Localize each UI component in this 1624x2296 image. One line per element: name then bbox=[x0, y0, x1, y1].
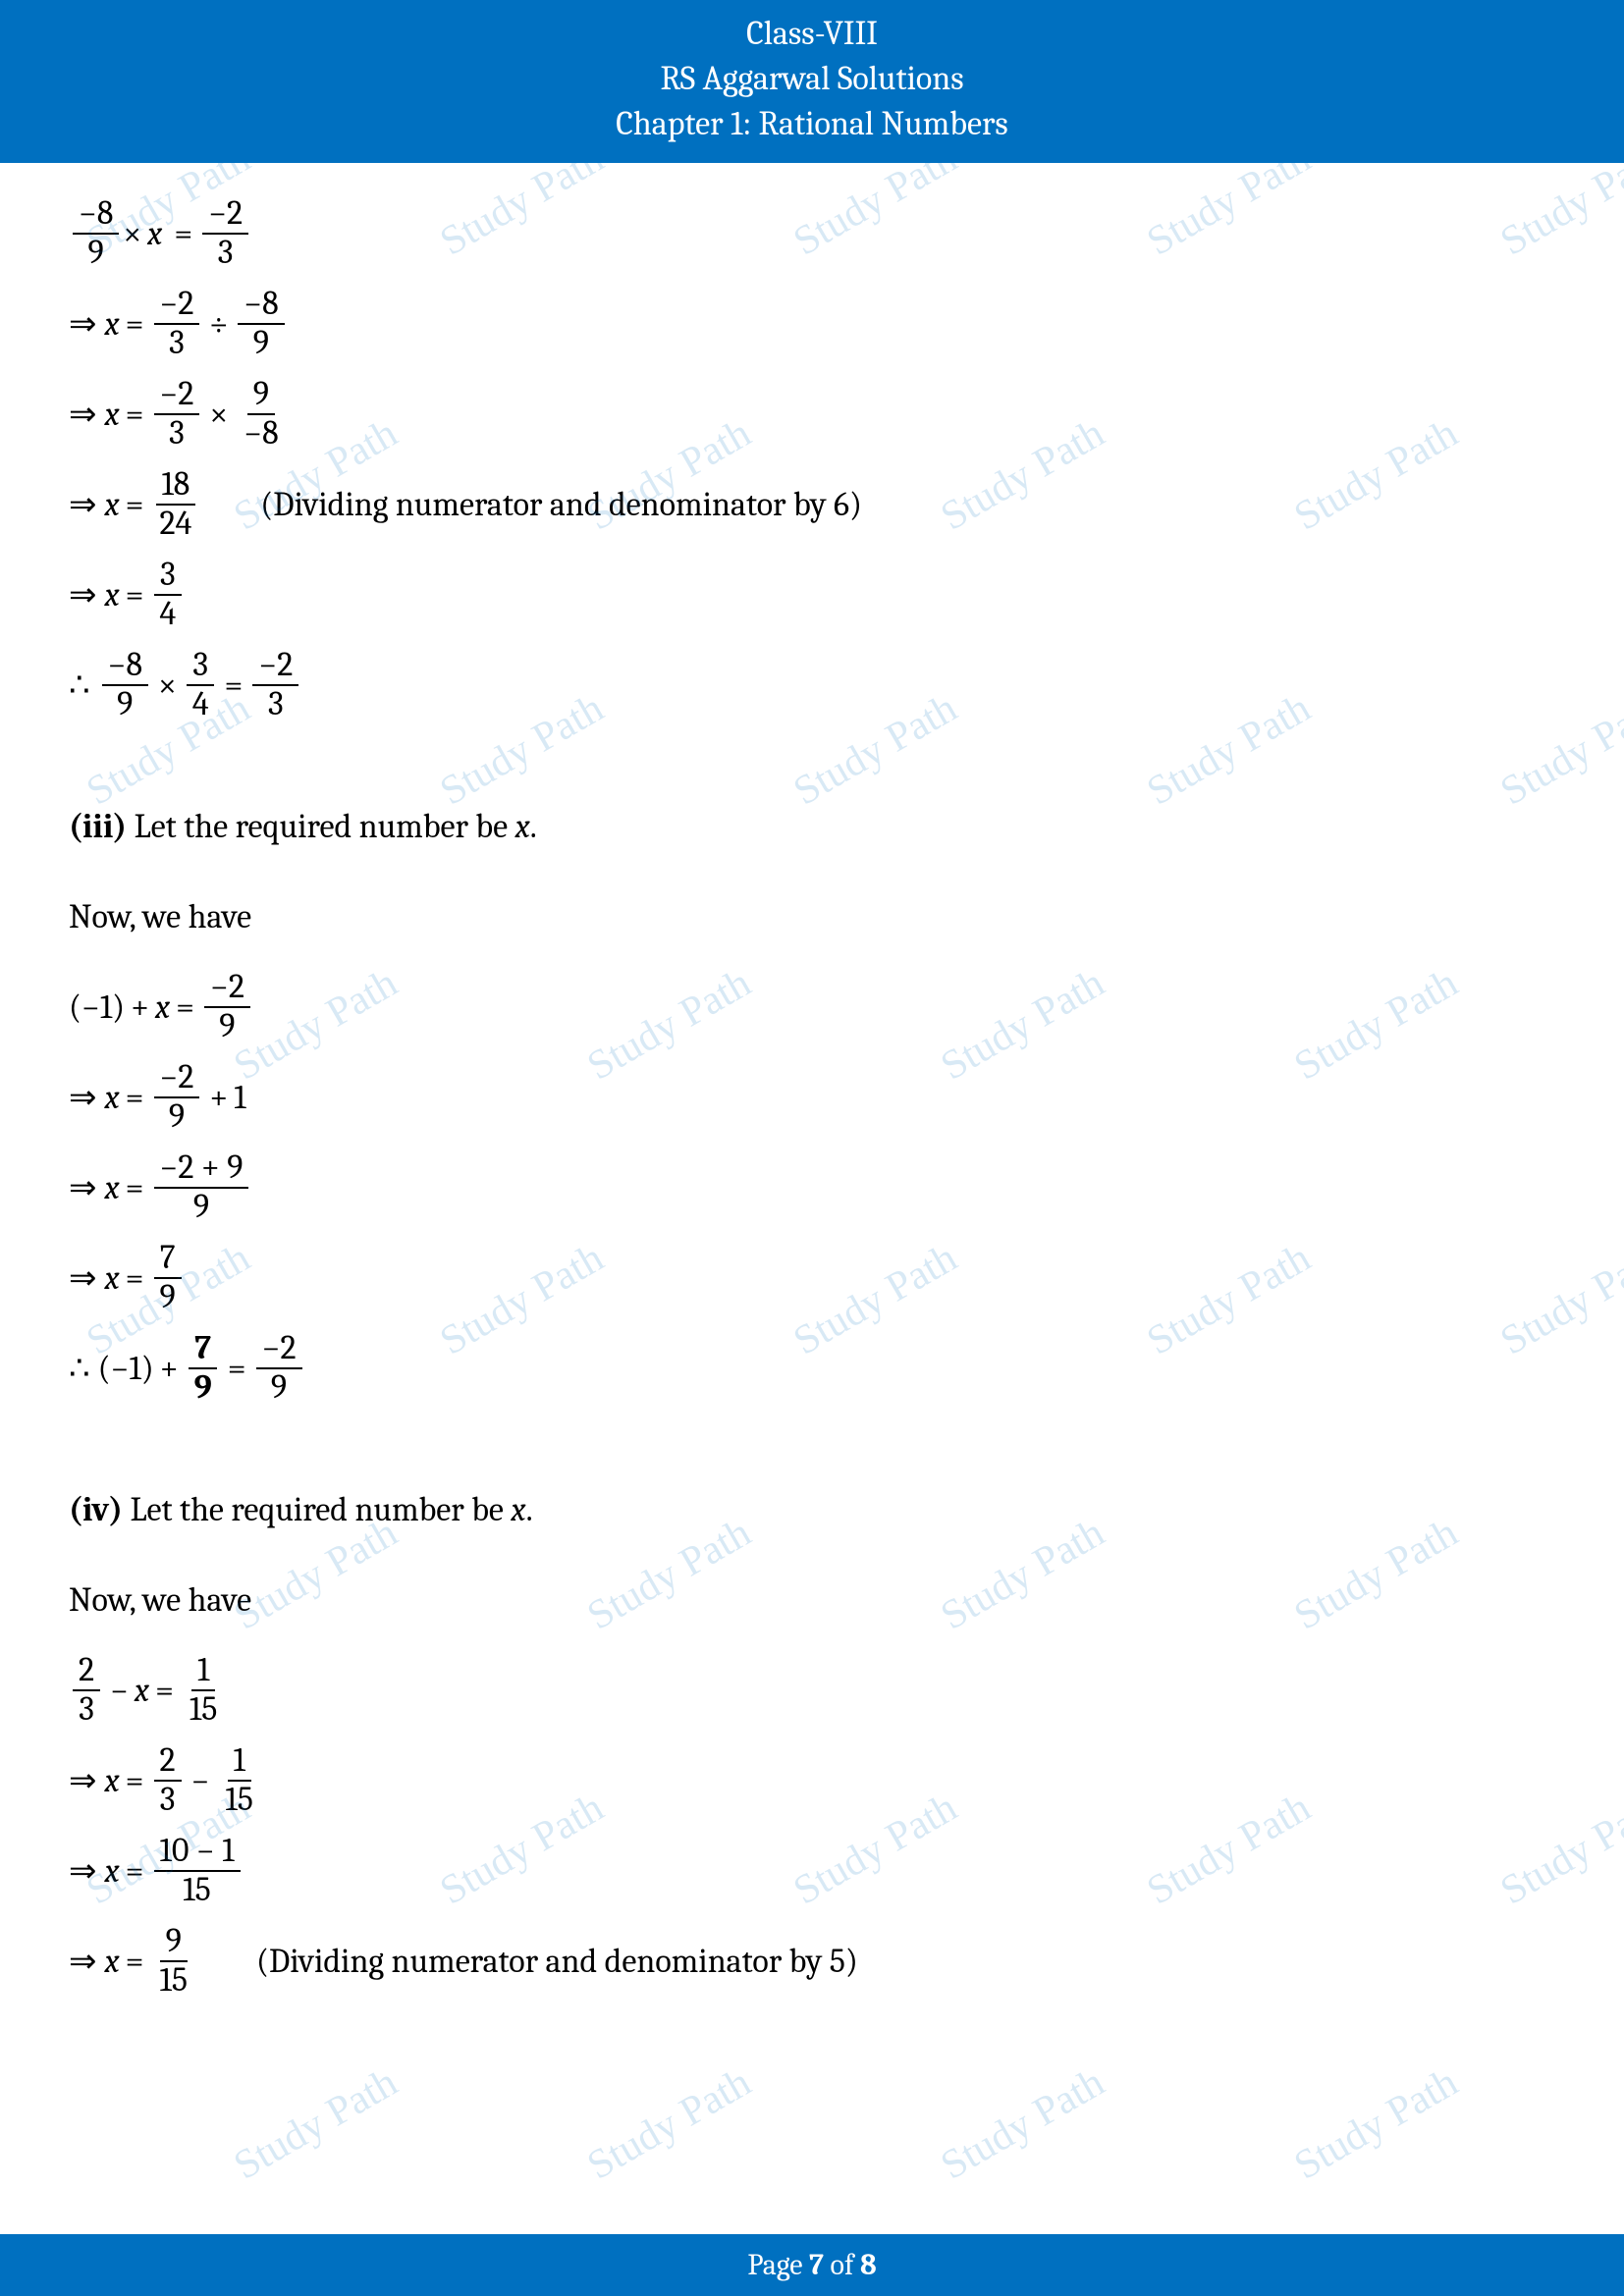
equation-line: ∴ (−1) + 79 = −29 bbox=[69, 1329, 1555, 1408]
equation-line: ⇒ x = 34 bbox=[69, 556, 1555, 634]
equation-line: ⇒ x = 10 − 115 bbox=[69, 1832, 1555, 1910]
section-label: (iii) bbox=[69, 807, 127, 846]
equation-line: ⇒ x = 23 − 115 bbox=[69, 1741, 1555, 1820]
text-line: Now, we have bbox=[69, 878, 1555, 956]
text-line: Now, we have bbox=[69, 1561, 1555, 1639]
equation-line: ⇒ x = −23 ÷ −89 bbox=[69, 285, 1555, 363]
equation-line: ⇒ x = 915 (Dividing numerator and denomi… bbox=[69, 1922, 1555, 2001]
page-content: −89 × x = −23 ⇒ x = −23 ÷ −89 ⇒ x = −23 … bbox=[0, 163, 1624, 2001]
equation-line: ⇒ x = 79 bbox=[69, 1239, 1555, 1317]
equation-line: ⇒ x = −29 + 1 bbox=[69, 1058, 1555, 1137]
equation-line: ∴ −89 × 34 = −23 bbox=[69, 646, 1555, 724]
header-line-1: Class-VIII bbox=[0, 12, 1624, 57]
equation-line: ⇒ x = −2 + 99 bbox=[69, 1148, 1555, 1227]
header-line-2: RS Aggarwal Solutions bbox=[0, 57, 1624, 102]
page-header: Class-VIII RS Aggarwal Solutions Chapter… bbox=[0, 0, 1624, 163]
page-footer: Page 7 of 8 bbox=[0, 2234, 1624, 2296]
section-intro: (iv) Let the required number be x . bbox=[69, 1470, 1555, 1549]
equation-line: −89 × x = −23 bbox=[69, 194, 1555, 273]
equation-note: (Dividing numerator and denominator by 5… bbox=[256, 1942, 858, 1981]
section-label: (iv) bbox=[69, 1490, 123, 1529]
equation-line: ⇒ x = 1824 (Dividing numerator and denom… bbox=[69, 465, 1555, 544]
equation-note: (Dividing numerator and denominator by 6… bbox=[260, 485, 862, 524]
header-line-3: Chapter 1: Rational Numbers bbox=[0, 102, 1624, 147]
equation-line: (−1) + x = −29 bbox=[69, 968, 1555, 1046]
equation-line: 23 − x = 115 bbox=[69, 1651, 1555, 1730]
equation-line: ⇒ x = −23 × 9−8 bbox=[69, 375, 1555, 454]
section-intro: (iii) Let the required number be x . bbox=[69, 787, 1555, 866]
